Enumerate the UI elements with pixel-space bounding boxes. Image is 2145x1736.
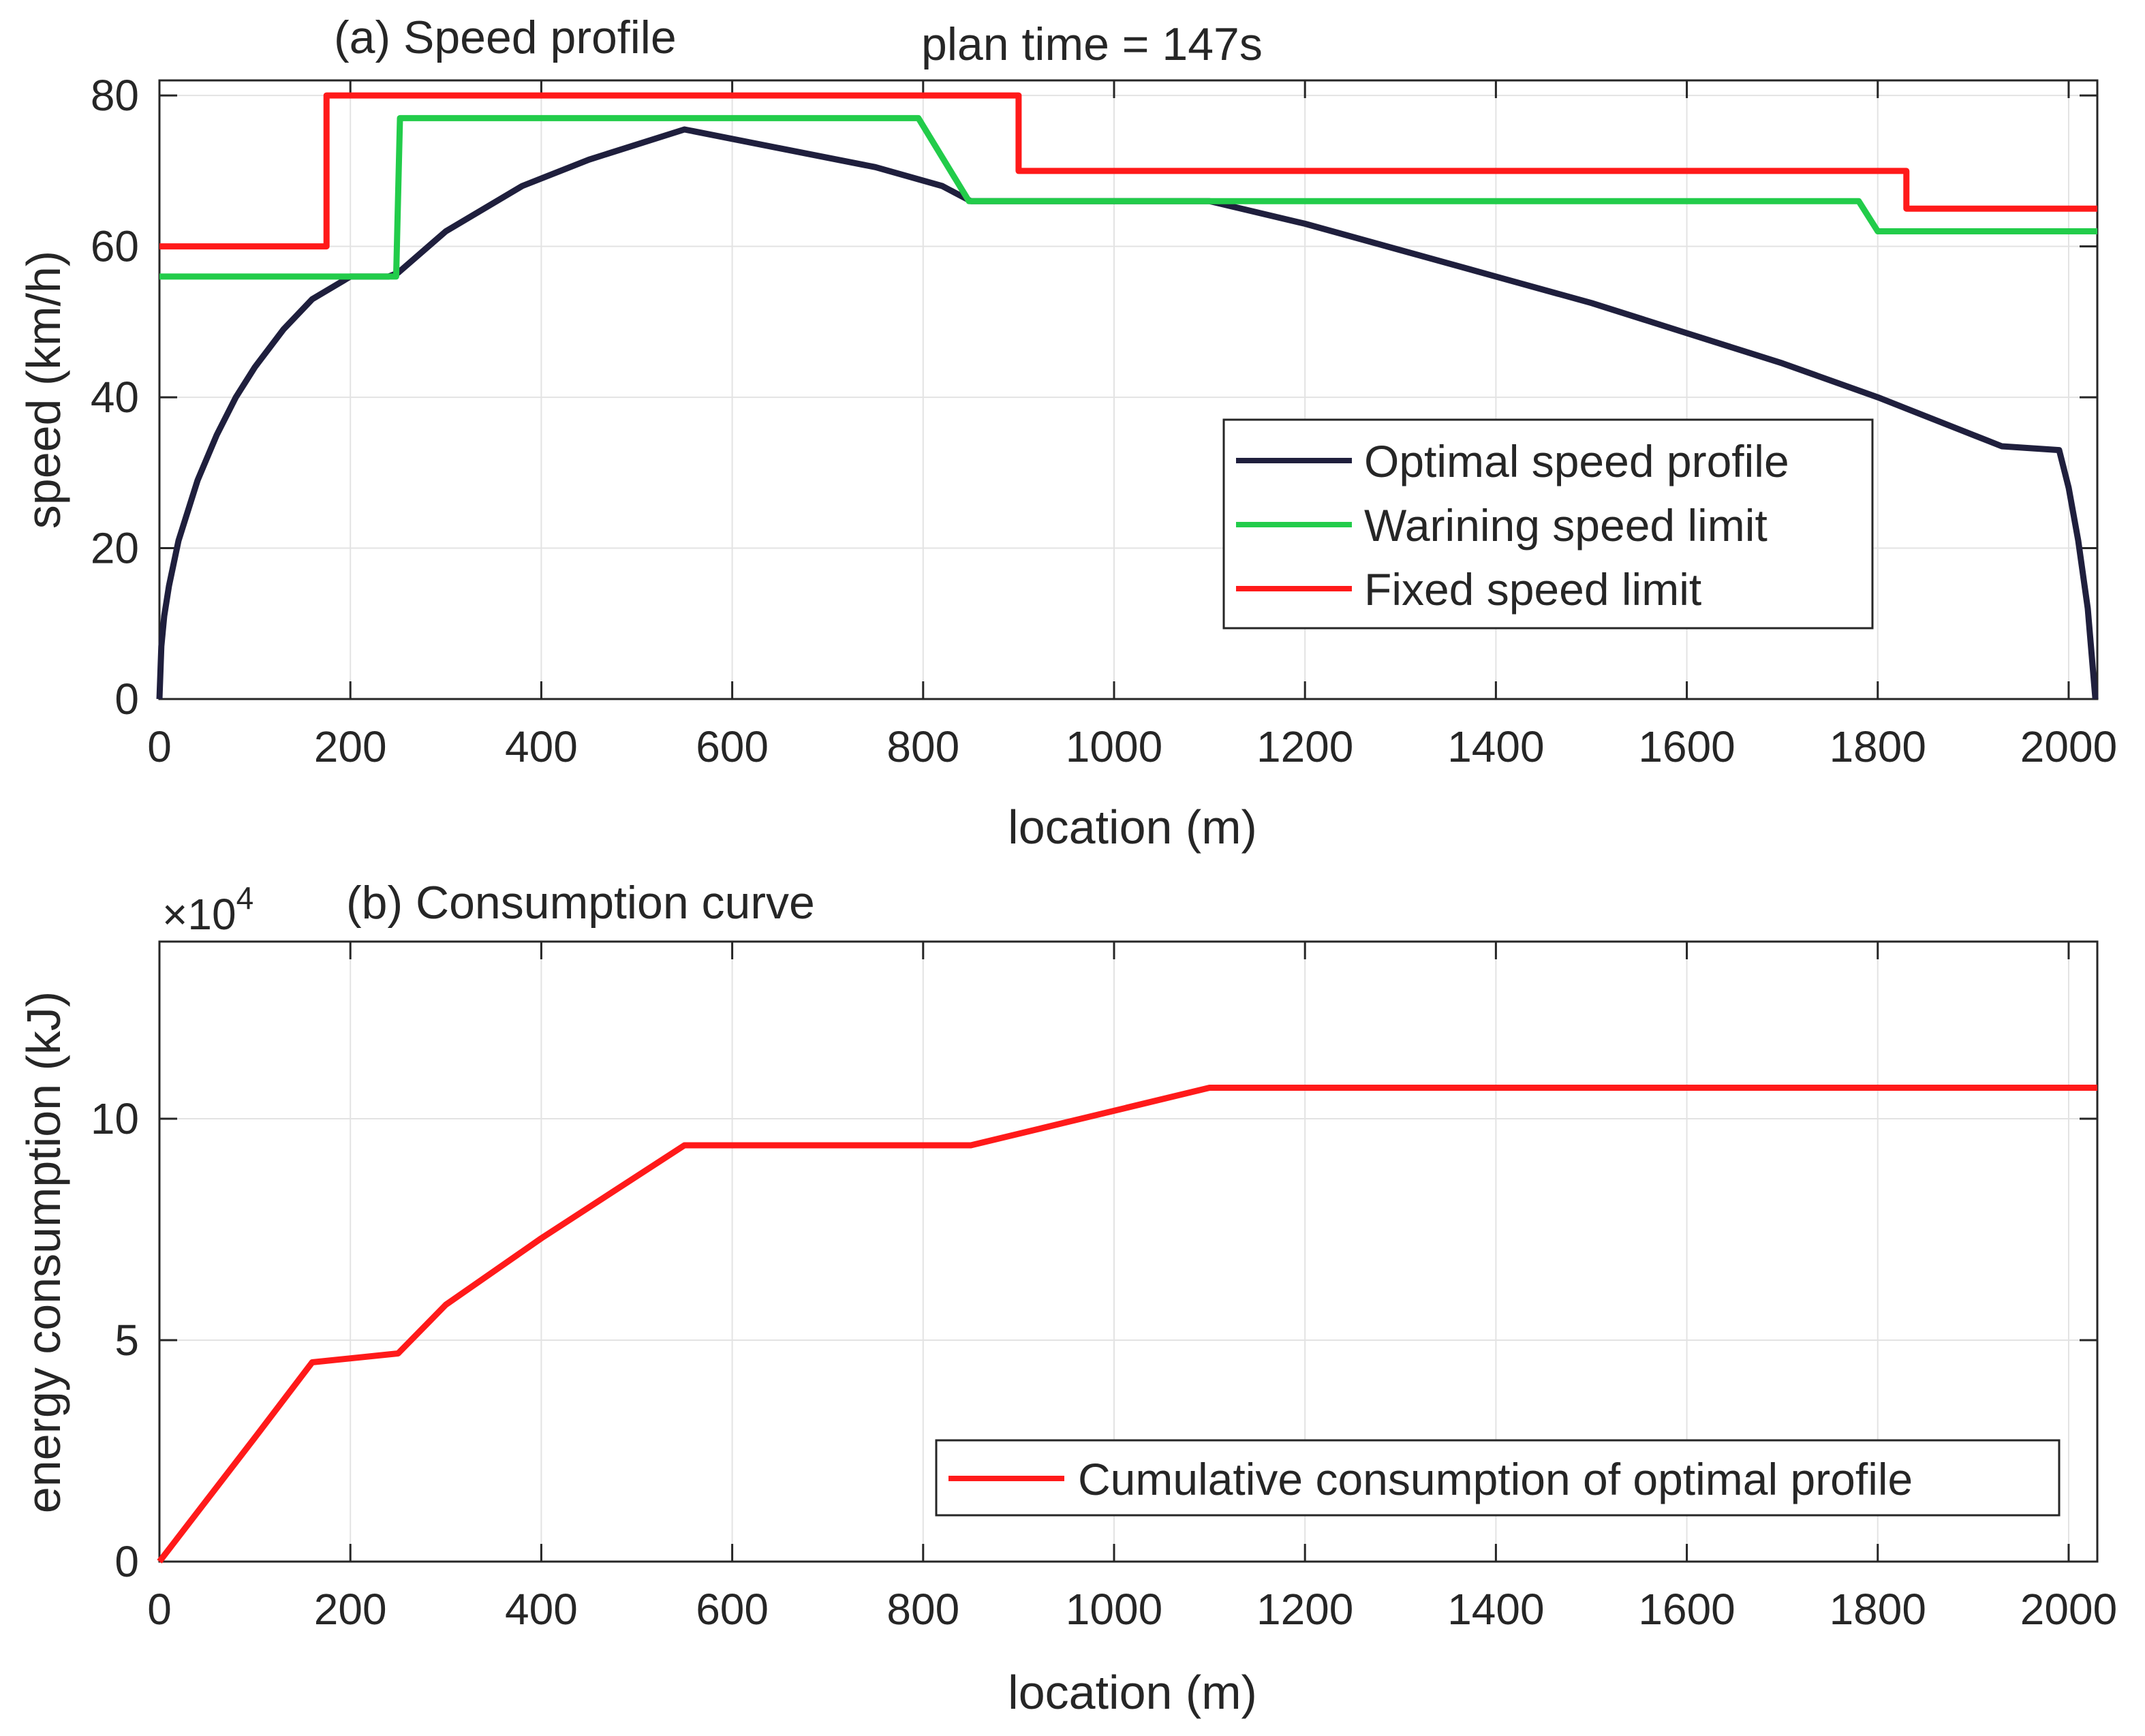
speed-x-tick-label: 1600 — [1638, 722, 1735, 771]
speed-x-axis-label: location (m) — [1008, 801, 1257, 854]
series-line-cumulative — [157, 1085, 2097, 1564]
consumption-x-tick-label: 600 — [696, 1585, 769, 1634]
speed-y-tick-label: 0 — [114, 675, 139, 724]
consumption-chart: 0 200 400 600 800 1000 1200 1400 1600 1800 2000 0 5 1… — [17, 877, 2117, 1719]
consumption-x-tick-label: 1200 — [1256, 1585, 1353, 1634]
consumption-grid — [159, 942, 2097, 1562]
speed-y-tick-label: 60 — [91, 222, 139, 271]
speed-legend: Optimal speed profile Warining speed lim… — [1222, 418, 1874, 630]
speed-x-tick-label: 800 — [886, 722, 959, 771]
y-exponent-label: ×104 — [162, 880, 253, 939]
series-line-optimal — [156, 126, 2099, 700]
consumption-axis-ticks: 0 200 400 600 800 1000 1200 1400 1600 1800 2000 0 5 1… — [91, 942, 2117, 1634]
y-exponent-power: 4 — [236, 880, 254, 916]
speed-profile-chart: 0 200 400 600 800 1000 1200 1400 1600 1800 2000 0 20… — [17, 12, 2117, 854]
speed-chart-title: (a) Speed profile — [334, 12, 677, 63]
speed-axis-ticks: 0 200 400 600 800 1000 1200 1400 1600 1800 2000 0 20… — [91, 71, 2117, 771]
consumption-series — [157, 1085, 2097, 1564]
consumption-legend: Cumulative consumption of optimal profil… — [935, 1439, 2061, 1517]
y-exponent-base: ×10 — [162, 890, 236, 939]
consumption-legend-box — [935, 1439, 2061, 1517]
consumption-y-tick-label: 10 — [91, 1094, 139, 1143]
speed-x-tick-label: 400 — [505, 722, 578, 771]
speed-x-tick-label: 200 — [314, 722, 387, 771]
speed-x-tick-label: 1200 — [1256, 722, 1353, 771]
consumption-x-axis-label: location (m) — [1008, 1666, 1257, 1719]
consumption-x-tick-label: 200 — [314, 1585, 387, 1634]
consumption-chart-title: (b) Consumption curve — [346, 877, 815, 929]
speed-x-tick-label: 1800 — [1830, 722, 1926, 771]
speed-x-tick-label: 1400 — [1447, 722, 1544, 771]
figure-title: plan time = 147s — [921, 18, 1263, 70]
consumption-x-tick-label: 2000 — [2020, 1585, 2117, 1634]
speed-plot-area — [158, 79, 2099, 700]
speed-x-tick-label: 1000 — [1066, 722, 1162, 771]
speed-y-tick-label: 80 — [91, 71, 139, 120]
consumption-y-tick-label: 0 — [114, 1537, 139, 1586]
consumption-x-tick-label: 1000 — [1066, 1585, 1162, 1634]
speed-y-axis-label: speed (km/h) — [17, 251, 70, 529]
consumption-plot-area — [158, 940, 2099, 1563]
consumption-x-tick-label: 1600 — [1638, 1585, 1735, 1634]
speed-y-tick-label: 20 — [91, 524, 139, 573]
consumption-x-tick-label: 800 — [886, 1585, 959, 1634]
series-line-fixed — [159, 92, 2097, 250]
speed-x-tick-label: 600 — [696, 722, 769, 771]
consumption-x-tick-label: 400 — [505, 1585, 578, 1634]
speed-x-tick-label: 2000 — [2020, 722, 2117, 771]
consumption-x-tick-label: 1400 — [1447, 1585, 1544, 1634]
consumption-y-tick-label: 5 — [114, 1316, 139, 1365]
series-line-warning — [159, 114, 2097, 280]
legend-label-fixed: Fixed speed limit — [1364, 564, 1701, 615]
consumption-x-tick-label: 1800 — [1830, 1585, 1926, 1634]
legend-label-warning: Warining speed limit — [1364, 500, 1768, 551]
legend-label-optimal: Optimal speed profile — [1364, 436, 1789, 486]
speed-y-tick-label: 40 — [91, 373, 139, 422]
speed-x-tick-label: 0 — [147, 722, 172, 771]
legend-label-cumulative: Cumulative consumption of optimal profil… — [1078, 1454, 1913, 1504]
speed-series — [156, 92, 2099, 700]
consumption-y-axis-label: energy consumption (kJ) — [17, 991, 70, 1513]
consumption-x-tick-label: 0 — [147, 1585, 172, 1634]
